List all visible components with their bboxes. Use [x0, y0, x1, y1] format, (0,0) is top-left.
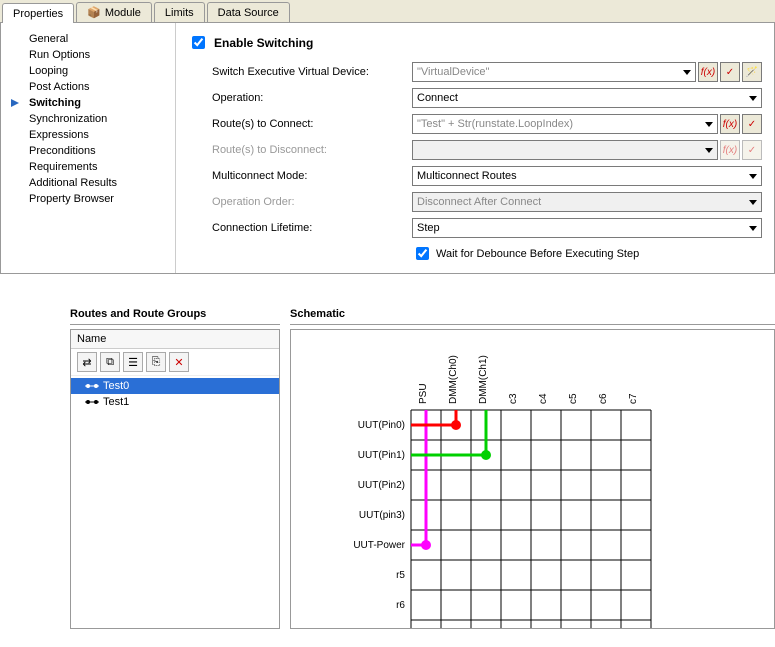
- svg-text:c7: c7: [628, 393, 639, 404]
- fx-button: f(x): [720, 140, 740, 160]
- route-copy-icon[interactable]: ⎘: [146, 352, 166, 372]
- module-icon: 📦: [87, 6, 101, 19]
- fx-button[interactable]: f(x): [720, 114, 740, 134]
- form-dropdown-4[interactable]: Multiconnect Routes: [412, 166, 762, 186]
- svg-text:c6: c6: [598, 393, 609, 404]
- nav-preconditions[interactable]: Preconditions: [11, 143, 165, 159]
- nav-switching[interactable]: Switching: [11, 95, 165, 111]
- nav-property-browser[interactable]: Property Browser: [11, 191, 165, 207]
- nav-expressions[interactable]: Expressions: [11, 127, 165, 143]
- form-dropdown-1[interactable]: Connect: [412, 88, 762, 108]
- tab-limits[interactable]: Limits: [154, 2, 205, 22]
- form-dropdown-2[interactable]: "Test" + Str(runstate.LoopIndex): [412, 114, 718, 134]
- nav-general[interactable]: General: [11, 31, 165, 47]
- route-add-icon[interactable]: ⇄: [77, 352, 97, 372]
- chk-button: ✓: [742, 140, 762, 160]
- form-label-5: Operation Order:: [212, 196, 412, 208]
- routes-panel-title: Routes and Route Groups: [70, 304, 280, 325]
- svg-text:r5: r5: [396, 570, 405, 581]
- schematic-area[interactable]: PSU DMM(Ch0) DMM(Ch1) c3 c4 c5 c6 c7 UUT(Pin0) UU…: [290, 329, 775, 629]
- routes-toolbar: ⇄ ⧉ ☰ ⎘ ✕: [71, 349, 279, 376]
- routes-box: Name ⇄ ⧉ ☰ ⎘ ✕ Test0Test1: [70, 329, 280, 629]
- svg-text:UUT(Pin2): UUT(Pin2): [358, 480, 405, 491]
- nav-requirements[interactable]: Requirements: [11, 159, 165, 175]
- debounce-label: Wait for Debounce Before Executing Step: [436, 248, 639, 260]
- form-dropdown-5: Disconnect After Connect: [412, 192, 762, 212]
- svg-text:c5: c5: [568, 393, 579, 404]
- debounce-checkbox[interactable]: [416, 247, 429, 260]
- svg-text:r6: r6: [396, 600, 405, 611]
- route-item[interactable]: Test1: [71, 394, 279, 410]
- tab-module[interactable]: 📦Module: [76, 2, 152, 22]
- form-dropdown-3: [412, 140, 718, 160]
- svg-text:c4: c4: [538, 393, 549, 404]
- route-icon: [85, 381, 99, 391]
- nav-post-actions[interactable]: Post Actions: [11, 79, 165, 95]
- nav-list: General Run Options Looping Post Actions…: [1, 23, 176, 273]
- svg-text:PSU: PSU: [418, 383, 429, 404]
- chk-button[interactable]: ✓: [742, 114, 762, 134]
- enable-switching-checkbox[interactable]: [192, 36, 205, 49]
- form-dropdown-0[interactable]: "VirtualDevice": [412, 62, 696, 82]
- form-dropdown-6[interactable]: Step: [412, 218, 762, 238]
- form-label-1: Operation:: [212, 92, 412, 104]
- route-select-icon[interactable]: ☰: [123, 352, 143, 372]
- route-group-icon[interactable]: ⧉: [100, 352, 120, 372]
- svg-text:UUT(Pin0): UUT(Pin0): [358, 420, 405, 431]
- nav-run-options[interactable]: Run Options: [11, 47, 165, 63]
- schematic-title: Schematic: [290, 304, 775, 325]
- tab-data-source[interactable]: Data Source: [207, 2, 290, 22]
- chk-button[interactable]: ✓: [720, 62, 740, 82]
- svg-text:DMM(Ch0): DMM(Ch0): [448, 355, 459, 404]
- form-label-6: Connection Lifetime:: [212, 222, 412, 234]
- route-item[interactable]: Test0: [71, 378, 279, 394]
- svg-text:UUT(Pin1): UUT(Pin1): [358, 450, 405, 461]
- nav-additional-results[interactable]: Additional Results: [11, 175, 165, 191]
- nav-synchronization[interactable]: Synchronization: [11, 111, 165, 127]
- route-icon: [85, 397, 99, 407]
- tab-bar: Properties 📦Module Limits Data Source: [0, 0, 775, 23]
- form-label-4: Multiconnect Mode:: [212, 170, 412, 182]
- nav-looping[interactable]: Looping: [11, 63, 165, 79]
- svg-text:UUT-Power: UUT-Power: [353, 540, 405, 551]
- svg-text:DMM(Ch1): DMM(Ch1): [478, 355, 489, 404]
- svg-text:c3: c3: [508, 393, 519, 404]
- svg-text:UUT(pin3): UUT(pin3): [359, 510, 405, 521]
- wiz-button[interactable]: 🪄: [742, 62, 762, 82]
- form-label-2: Route(s) to Connect:: [212, 118, 412, 130]
- form-label-0: Switch Executive Virtual Device:: [212, 66, 412, 78]
- routes-column-header[interactable]: Name: [71, 330, 279, 349]
- tab-properties[interactable]: Properties: [2, 3, 74, 23]
- route-delete-icon[interactable]: ✕: [169, 352, 189, 372]
- form-title: Enable Switching: [214, 36, 313, 50]
- form-label-3: Route(s) to Disconnect:: [212, 144, 412, 156]
- switching-form: Enable Switching Switch Executive Virtua…: [176, 23, 774, 273]
- fx-button[interactable]: f(x): [698, 62, 718, 82]
